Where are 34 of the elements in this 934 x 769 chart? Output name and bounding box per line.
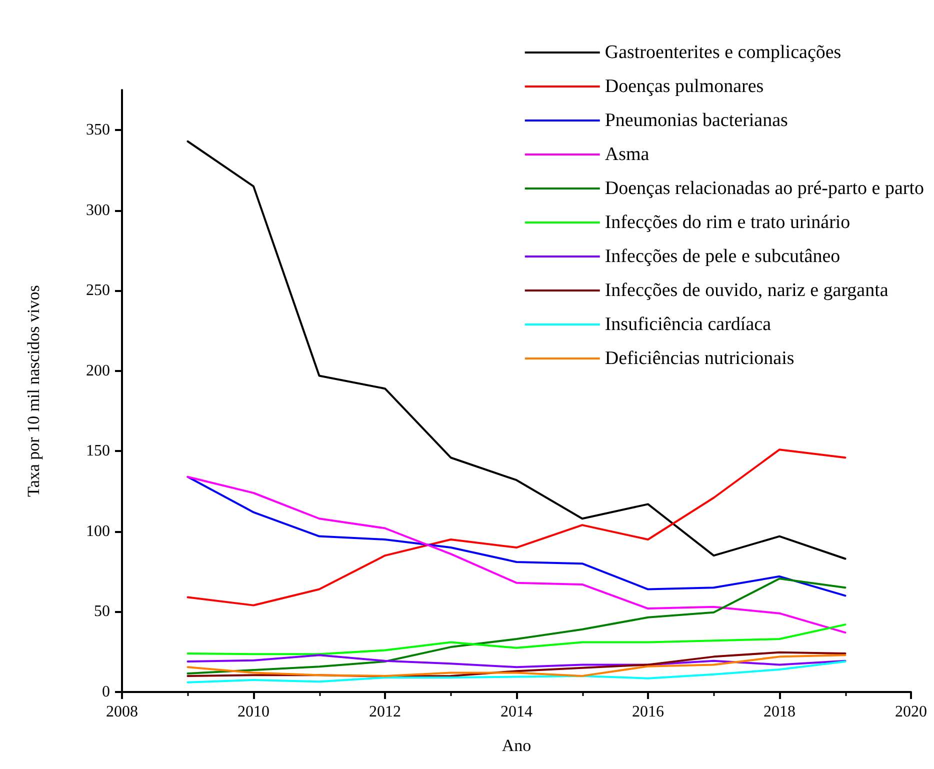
legend-label: Infecções do rim e trato urinário	[604, 212, 850, 233]
legend-label: Pneumonias bacterianas	[604, 110, 788, 131]
y-tick-label: 100	[86, 522, 110, 540]
y-axis-title: Taxa por 10 mil nascidos vivos	[24, 285, 43, 497]
x-tick-label: 2010	[238, 704, 270, 720]
line-series	[186, 624, 846, 656]
legend-label: Infecções de pele e subcutâneo	[604, 246, 840, 267]
legend-label: Doenças pulmonares	[604, 76, 764, 97]
x-tick-label: 2016	[632, 704, 664, 720]
legend-label: Gastroenterites e complicações	[604, 42, 842, 63]
line-series	[186, 476, 846, 634]
legend-label: Deficiências nutricionais	[604, 348, 794, 369]
x-tick-label: 2008	[106, 704, 138, 720]
legend-label: Doenças relacionadas ao pré-parto e parto	[604, 178, 924, 199]
legend-label: Insuficiência cardíaca	[604, 314, 772, 335]
line-series	[186, 448, 846, 606]
x-tick-label: 2018	[764, 704, 796, 720]
y-tick-label: 50	[94, 603, 110, 620]
line-series	[186, 578, 846, 675]
line-series	[186, 654, 846, 668]
y-tick-label: 300	[86, 202, 110, 219]
y-tick-label: 250	[86, 282, 110, 300]
line-series	[186, 476, 846, 597]
x-axis-title: Ano	[502, 736, 532, 755]
x-tick-label: 2020	[895, 704, 927, 720]
y-tick-label: 350	[86, 122, 110, 139]
legend-label: Asma	[604, 144, 650, 165]
y-tick-label: 150	[86, 442, 110, 460]
x-tick-label: 2014	[500, 704, 532, 720]
x-tick-label: 2012	[369, 704, 401, 720]
y-tick-label: 0	[102, 684, 110, 700]
line-series	[186, 660, 846, 684]
y-tick-label: 200	[86, 362, 110, 380]
legend-label: Infecções de ouvido, nariz e garganta	[604, 280, 889, 301]
